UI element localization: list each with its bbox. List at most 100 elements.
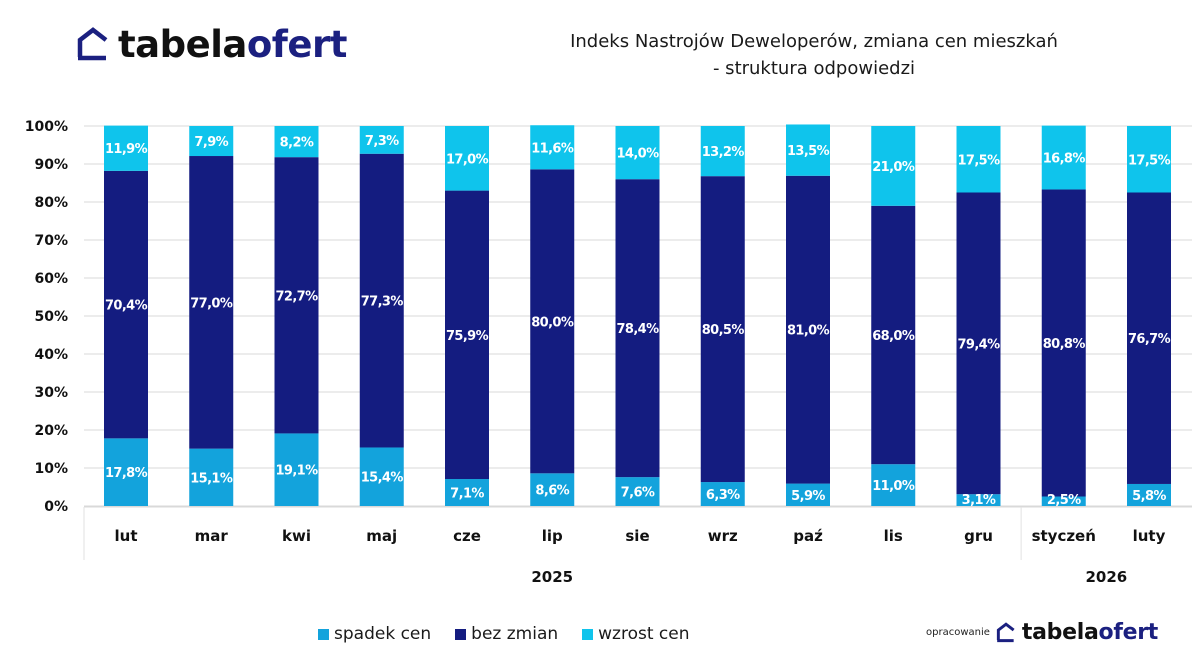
- data-label: 80,5%: [702, 323, 745, 338]
- x-tick-label: sie: [625, 527, 649, 545]
- data-label: 2,5%: [1047, 493, 1081, 508]
- y-tick-label: 20%: [34, 423, 68, 439]
- data-label: 13,5%: [787, 144, 830, 159]
- bar-segment-wzrost-cen: [615, 126, 660, 180]
- bar-segment-spadek-cen: [786, 483, 830, 506]
- data-label: 7,9%: [194, 135, 228, 150]
- bar-segment-bez-zmian: [956, 192, 1001, 495]
- bar-segment-spadek-cen: [871, 464, 916, 506]
- bar-segment-spadek-cen: [274, 433, 319, 506]
- x-group-label: 2025: [531, 568, 573, 586]
- data-label: 5,9%: [791, 489, 825, 504]
- data-label: 77,3%: [361, 295, 404, 310]
- bar-segment-spadek-cen: [615, 477, 660, 506]
- y-tick-label: 50%: [34, 309, 68, 325]
- x-group-label: 2026: [1086, 568, 1128, 586]
- x-axis: lut mar kwi maj cze lip sie wrz paź lis gru styczeń…: [83, 506, 1192, 586]
- brand-name-part1: tabela: [118, 23, 247, 66]
- brand-name-part2: ofert: [246, 23, 348, 66]
- bar-segment-spadek-cen: [359, 447, 404, 506]
- bar-segment-bez-zmian: [871, 205, 916, 465]
- x-tick-label: lut: [115, 527, 138, 545]
- bar-segment-bez-zmian: [1041, 189, 1086, 497]
- data-label: 7,1%: [450, 487, 484, 502]
- legend-swatch-bez-zmian: [455, 628, 467, 640]
- data-label: 78,4%: [616, 322, 659, 337]
- y-tick-label: 40%: [34, 347, 68, 363]
- y-tick-label: 100%: [25, 119, 68, 135]
- data-label: 17,5%: [1128, 153, 1171, 168]
- bar-segment-wzrost-cen: [956, 126, 1001, 193]
- x-tick-label: mar: [195, 527, 229, 545]
- footer-brand: tabelaofert: [1022, 620, 1158, 645]
- x-tick-label: lip: [542, 527, 563, 545]
- data-label: 8,2%: [280, 136, 314, 151]
- house-outline-icon: [996, 621, 1015, 642]
- legend-item-wzrost-cen: wzrost cen: [582, 624, 690, 644]
- data-label: 16,8%: [1043, 152, 1086, 167]
- data-label: 21,0%: [872, 160, 915, 175]
- data-label: 7,3%: [365, 134, 399, 149]
- bar-segment-bez-zmian: [1127, 192, 1171, 484]
- data-label: 11,9%: [105, 142, 148, 157]
- x-tick-label: paź: [793, 527, 823, 545]
- bar-segment-wzrost-cen: [104, 125, 148, 171]
- y-tick-label: 0%: [44, 499, 68, 515]
- bar-segment-wzrost-cen: [359, 126, 404, 154]
- bar-segment-bez-zmian: [615, 179, 660, 478]
- bar-segment-spadek-cen: [700, 482, 745, 506]
- footer-brand-part2: ofert: [1098, 620, 1159, 645]
- data-label: 77,0%: [190, 296, 233, 311]
- bar-segment-bez-zmian: [274, 157, 319, 434]
- bars: [104, 124, 1171, 506]
- bar-segment-spadek-cen: [530, 473, 575, 506]
- legend-item-bez-zmian: bez zmian: [455, 624, 558, 644]
- chart-title: Indeks Nastrojów Deweloperów, zmiana cen…: [570, 31, 1058, 52]
- bar-segment-wzrost-cen: [445, 126, 489, 191]
- footer-brand-part1: tabela: [1021, 620, 1099, 645]
- legend-swatch-spadek-cen: [318, 628, 329, 640]
- data-label: 72,7%: [275, 289, 318, 304]
- x-tick-label: gru: [964, 527, 993, 545]
- bar-segment-bez-zmian: [530, 169, 575, 474]
- data-label: 80,8%: [1043, 337, 1086, 352]
- bar-segment-wzrost-cen: [189, 126, 234, 157]
- data-label: 81,0%: [787, 324, 830, 339]
- y-axis: 0% 10% 20% 30% 40% 50% 60% 70% 80% 90% 100%: [25, 119, 68, 515]
- footer-credit: opracowanie tabelaofert: [926, 620, 1158, 645]
- x-tick-label: kwi: [282, 527, 311, 545]
- bar-segment-bez-zmian: [786, 175, 830, 484]
- data-label: 15,4%: [361, 471, 404, 486]
- x-tick-label: luty: [1133, 527, 1166, 545]
- data-label: 79,4%: [957, 337, 1000, 352]
- legend-item-spadek-cen: spadek cen: [318, 624, 431, 644]
- bar-segment-spadek-cen: [1127, 483, 1171, 506]
- y-tick-label: 30%: [34, 385, 68, 401]
- bar-segment-bez-zmian: [189, 156, 234, 449]
- footer-prefix: opracowanie: [926, 627, 990, 638]
- bar-segment-spadek-cen: [189, 448, 234, 506]
- legend-label: wzrost cen: [598, 624, 690, 644]
- data-label: 14,0%: [616, 147, 659, 162]
- data-label: 8,6%: [535, 484, 569, 499]
- data-label: 80,0%: [531, 315, 574, 330]
- y-tick-label: 60%: [34, 271, 68, 287]
- legend-label: bez zmian: [471, 624, 559, 644]
- data-label: 75,9%: [446, 329, 489, 344]
- data-label: 11,0%: [872, 479, 915, 494]
- bar-segment-spadek-cen: [445, 479, 489, 506]
- bar-segment-spadek-cen: [104, 438, 148, 506]
- data-label: 7,6%: [621, 486, 655, 501]
- y-tick-label: 90%: [34, 157, 68, 173]
- y-tick-label: 80%: [34, 195, 68, 211]
- data-label: 68,0%: [872, 329, 915, 344]
- bar-segment-wzrost-cen: [1127, 126, 1171, 193]
- bar-segment-wzrost-cen: [1041, 125, 1086, 190]
- data-labels: 17,8% 70,4% 11,9% 15,1% 77,0% 7,9% 19,1% 72,7% 8…: [105, 134, 1171, 508]
- bar-segment-spadek-cen: [1041, 496, 1086, 506]
- data-label: 13,2%: [702, 145, 745, 160]
- data-label: 15,1%: [190, 471, 233, 486]
- data-label: 70,4%: [105, 299, 148, 314]
- bar-segment-wzrost-cen: [786, 124, 830, 176]
